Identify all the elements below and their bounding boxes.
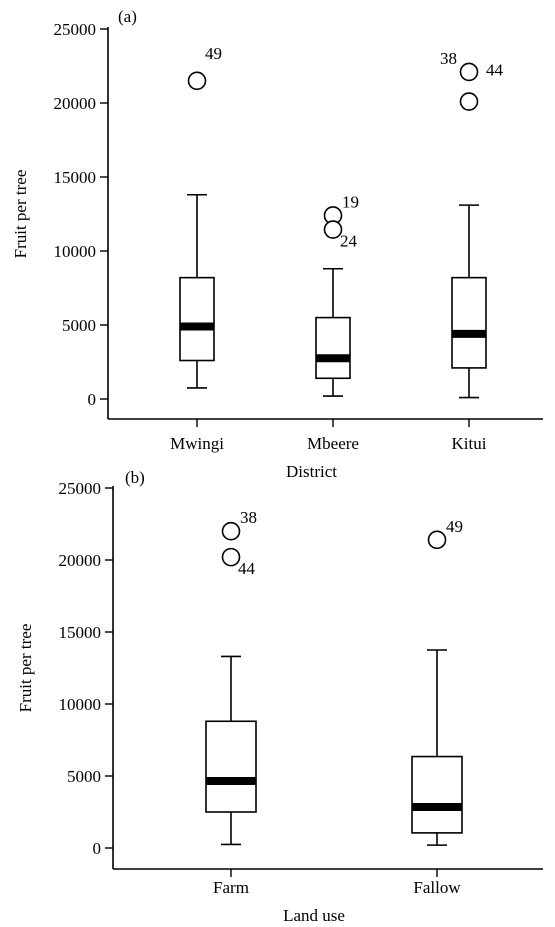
x-tick-label: Fallow xyxy=(413,878,461,897)
panel-a: 0 5000 10000 15000 20000 25000 Mwingi Mbeere Kit… xyxy=(11,7,543,481)
x-axis-title: District xyxy=(286,462,337,481)
outlier-label: 49 xyxy=(446,517,463,536)
y-tick-label: 15000 xyxy=(59,623,102,642)
box-plot-farm: 38 44 xyxy=(205,508,257,846)
outlier-label: 38 xyxy=(440,49,457,68)
outlier-point xyxy=(221,547,241,567)
box-iqr xyxy=(315,316,351,380)
outlier-label: 44 xyxy=(238,559,256,578)
y-tick-label: 0 xyxy=(88,390,97,409)
x-tick-label: Mwingi xyxy=(170,434,224,453)
box-plot-mwingi: 49 xyxy=(179,44,222,389)
y-tick-label: 15000 xyxy=(54,168,97,187)
outlier-point xyxy=(459,62,479,82)
box-iqr xyxy=(179,276,215,362)
panel-b: 0 5000 10000 15000 20000 25000 Farm Fallow Land … xyxy=(16,468,543,925)
outlier-label: 44 xyxy=(486,61,504,80)
x-tick-label: Farm xyxy=(213,878,249,897)
outlier-point xyxy=(187,71,207,91)
x-tick-label: Mbeere xyxy=(307,434,359,453)
y-tick-label: 20000 xyxy=(59,551,102,570)
y-tick-label: 10000 xyxy=(54,242,97,261)
outlier-point xyxy=(459,92,479,111)
outlier-point xyxy=(323,220,343,239)
panel-label: (b) xyxy=(125,468,145,487)
panel-label: (a) xyxy=(118,7,137,26)
y-tick-label: 10000 xyxy=(59,695,102,714)
y-tick-label: 25000 xyxy=(59,479,102,498)
x-tick-label: Kitui xyxy=(452,434,487,453)
box-plot-fallow: 49 xyxy=(411,517,463,846)
outlier-label: 38 xyxy=(240,508,257,527)
outlier-point xyxy=(427,530,447,550)
y-tick-label: 0 xyxy=(93,839,102,858)
outlier-label: 19 xyxy=(342,192,359,211)
y-tick-label: 25000 xyxy=(54,20,97,39)
y-axis-title: Fruit per tree xyxy=(16,624,35,713)
outlier-label: 24 xyxy=(340,232,358,251)
y-tick-label: 5000 xyxy=(67,767,101,786)
outlier-point xyxy=(221,521,241,541)
outlier-label: 49 xyxy=(205,44,222,63)
box-iqr xyxy=(411,755,463,834)
box-iqr xyxy=(451,276,487,369)
y-axis-title: Fruit per tree xyxy=(11,170,30,259)
y-tick-label: 5000 xyxy=(62,316,96,335)
box-plot-kitui: 38 44 xyxy=(440,49,504,399)
box-iqr xyxy=(205,720,257,813)
y-tick-label: 20000 xyxy=(54,94,97,113)
x-axis-title: Land use xyxy=(283,906,345,925)
